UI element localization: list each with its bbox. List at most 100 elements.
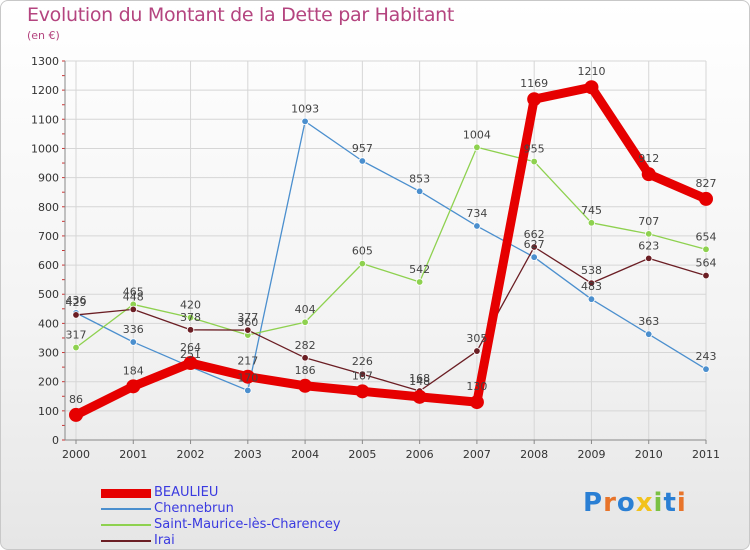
data-label-irai: 378 [180,311,201,324]
y-tick-label: 300 [38,347,59,360]
data-label-beaulieu: 1169 [520,77,548,90]
x-tick-label: 2003 [234,448,262,461]
data-label-chennebrun: 436 [66,294,87,307]
x-tick-label: 2001 [119,448,147,461]
data-label-irai: 377 [237,311,258,324]
data-label-beaulieu: 1210 [577,65,605,78]
legend-label: Irai [154,533,175,548]
y-tick-label: 600 [38,259,59,272]
data-point-irai [301,354,309,362]
logo-letter: i [676,488,687,518]
y-tick-label: 200 [38,376,59,389]
data-label-saint-maurice-les-charencey: 745 [581,204,602,217]
y-tick-label: 1200 [31,84,59,97]
data-point-beaulieu [469,395,484,410]
data-label-beaulieu: 130 [466,380,487,393]
data-point-saint-maurice-les-charencey [415,278,424,286]
data-label-beaulieu: 167 [352,369,373,382]
logo-letter: t [663,488,677,518]
data-labels: 436 336 251 170 1093 957 853 734 627 483 363 243 317… [66,65,717,406]
legend-swatch-saint-maurice [101,524,151,526]
data-label-irai: 538 [581,264,602,277]
data-point-irai [645,254,653,263]
series-line-irai [75,246,707,392]
data-point-saint-maurice-les-charencey [645,230,653,238]
series-line-saint-maurice-les-charencey [75,146,707,349]
data-point-irai [186,326,195,334]
legend: BEAULIEU Chennebrun Saint-Maurice-lès-Ch… [101,485,401,549]
y-tick-label: 500 [38,288,59,301]
y-tick-label: 1100 [31,113,59,126]
data-label-saint-maurice-les-charencey: 1004 [463,128,491,141]
legend-item-irai: Irai [101,533,401,549]
data-point-irai [244,326,252,334]
data-point-beaulieu [641,167,656,182]
data-label-beaulieu: 186 [295,364,316,377]
data-point-saint-maurice-les-charencey [530,157,538,166]
data-point-beaulieu [412,389,427,404]
data-point-chennebrun [301,117,309,126]
data-point-chennebrun [415,187,424,196]
y-tick-label: 400 [38,317,59,330]
y-tick-label: 700 [38,230,59,243]
chart-unit: (en €) [27,29,60,42]
y-tick-label: 1300 [31,55,59,68]
data-point-beaulieu [527,92,542,107]
data-point-saint-maurice-les-charencey [301,318,309,326]
data-point-chennebrun [358,157,367,165]
data-point-chennebrun [530,253,538,261]
legend-swatch-irai [101,540,151,542]
grid [65,60,707,441]
data-label-saint-maurice-les-charencey: 955 [524,143,545,156]
data-point-chennebrun [129,338,137,346]
x-tick-label: 2011 [692,448,720,461]
data-label-irai: 429 [66,296,87,309]
data-label-saint-maurice-les-charencey: 404 [295,303,316,316]
data-label-chennebrun: 363 [638,315,659,328]
data-label-saint-maurice-les-charencey: 542 [409,263,430,276]
data-point-saint-maurice-les-charencey [587,219,596,227]
legend-label: BEAULIEU [154,485,219,500]
data-point-irai [72,311,80,319]
data-label-irai: 623 [638,239,659,252]
legend-item-beaulieu: BEAULIEU [101,485,401,501]
data-point-irai [129,305,137,314]
legend-item-chennebrun: Chennebrun [101,501,401,517]
logo-letter: x [635,488,654,518]
data-point-chennebrun [702,365,710,373]
data-point-chennebrun [645,330,653,338]
y-tick-label: 0 [52,434,59,447]
data-label-saint-maurice-les-charencey: 317 [66,329,87,342]
data-label-beaulieu: 827 [696,177,717,190]
axes: 0 100 200 300 400 500 600 700 800 900 1000 1100 1200… [31,55,720,461]
x-tick-label: 2008 [520,448,548,461]
logo-letter: P [583,488,604,518]
data-point-beaulieu [355,384,370,399]
data-point-chennebrun [244,386,252,395]
logo-letter: i [653,488,664,518]
data-point-chennebrun [473,222,481,230]
data-label-saint-maurice-les-charencey: 420 [180,299,201,312]
data-point-saint-maurice-les-charencey [72,343,80,352]
data-label-chennebrun: 170 [237,371,258,384]
data-point-beaulieu [699,191,713,206]
data-label-saint-maurice-les-charencey: 707 [638,215,659,228]
data-label-chennebrun: 243 [696,350,717,363]
data-label-beaulieu: 184 [123,364,144,377]
data-point-irai [587,279,596,287]
series-line-beaulieu [71,82,711,420]
data-label-saint-maurice-les-charencey: 465 [123,285,144,298]
data-point-irai [702,271,710,280]
y-tick-label: 900 [38,172,59,185]
data-point-beaulieu [69,407,83,422]
data-label-irai: 226 [352,355,373,368]
data-point-chennebrun [587,295,596,303]
data-label-chennebrun: 483 [581,280,602,293]
data-point-beaulieu [584,80,599,95]
logo-letter: r [603,488,617,518]
x-tick-label: 2005 [348,448,376,461]
data-label-chennebrun: 734 [466,207,487,220]
data-label-chennebrun: 336 [123,323,144,336]
x-tick-label: 2000 [62,448,90,461]
